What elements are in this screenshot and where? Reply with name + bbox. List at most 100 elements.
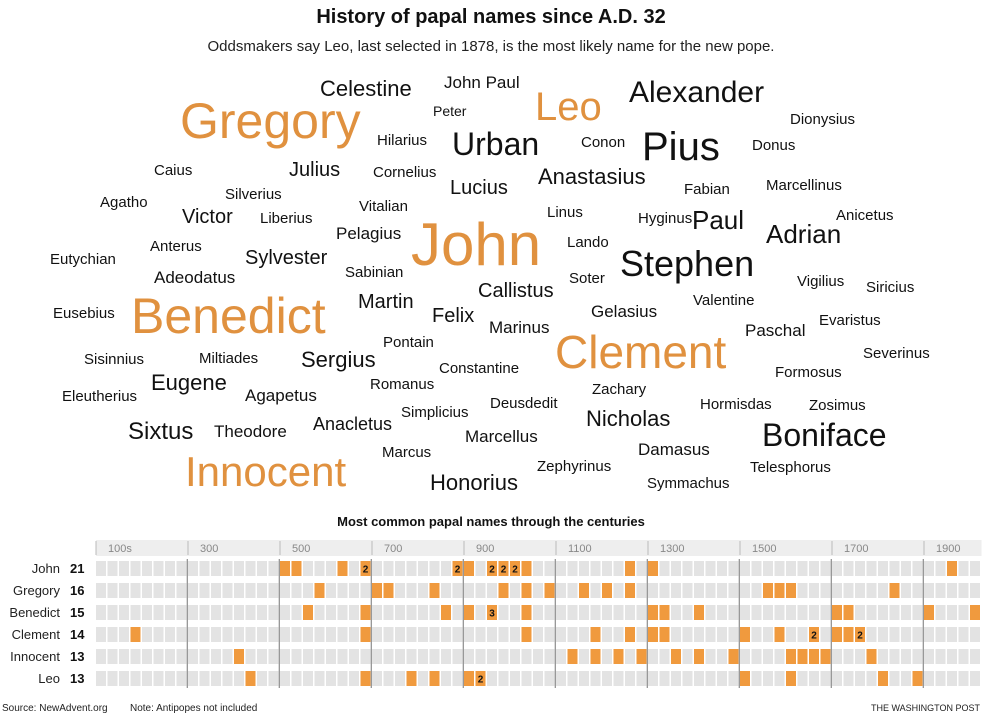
- cell: [740, 671, 750, 686]
- empty-cell: [337, 583, 348, 598]
- empty-cell: [383, 649, 394, 664]
- empty-cell: [314, 561, 325, 576]
- empty-cell: [682, 605, 693, 620]
- empty-cell: [441, 627, 451, 642]
- empty-cell: [429, 561, 440, 576]
- word: Evaristus: [819, 312, 881, 329]
- word: Caius: [154, 162, 192, 179]
- word: John: [411, 211, 541, 278]
- cell: [694, 605, 704, 620]
- empty-cell: [659, 649, 670, 664]
- empty-cell: [751, 605, 762, 620]
- row-label: Gregory: [13, 583, 60, 598]
- cell: [843, 605, 854, 620]
- cell: [636, 649, 647, 664]
- x-tick-label: 1900: [936, 543, 960, 555]
- empty-cell: [544, 649, 555, 664]
- empty-cell: [751, 627, 762, 642]
- empty-cell: [533, 605, 543, 620]
- empty-cell: [544, 627, 555, 642]
- empty-cell: [280, 649, 290, 664]
- row-total: 13: [70, 649, 84, 664]
- empty-cell: [153, 583, 164, 598]
- cell: [360, 605, 371, 620]
- word: Constantine: [439, 360, 519, 377]
- word: Gelasius: [591, 302, 657, 321]
- empty-cell: [694, 561, 704, 576]
- cell: [360, 561, 371, 576]
- empty-cell: [326, 605, 336, 620]
- empty-cell: [291, 583, 302, 598]
- word: Linus: [547, 204, 583, 221]
- empty-cell: [211, 627, 221, 642]
- empty-cell: [556, 671, 566, 686]
- empty-cell: [165, 627, 175, 642]
- empty-cell: [809, 583, 819, 598]
- word: Soter: [569, 270, 605, 287]
- empty-cell: [418, 671, 428, 686]
- empty-cell: [866, 627, 877, 642]
- word: Severinus: [863, 345, 930, 362]
- empty-cell: [774, 671, 785, 686]
- empty-cell: [211, 561, 221, 576]
- word: Benedict: [131, 288, 326, 344]
- empty-cell: [705, 605, 716, 620]
- word: Hilarius: [377, 132, 427, 149]
- empty-cell: [924, 583, 934, 598]
- empty-cell: [648, 649, 658, 664]
- empty-cell: [832, 583, 842, 598]
- empty-cell: [395, 649, 405, 664]
- empty-cell: [705, 671, 716, 686]
- cell: [464, 671, 474, 686]
- cell: [360, 627, 371, 642]
- empty-cell: [372, 649, 382, 664]
- empty-cell: [211, 671, 221, 686]
- empty-cell: [142, 605, 152, 620]
- empty-cell: [153, 649, 164, 664]
- empty-cell: [153, 605, 164, 620]
- timeline-title: Most common papal names through the cent…: [337, 514, 645, 529]
- empty-cell: [119, 627, 129, 642]
- empty-cell: [268, 649, 279, 664]
- empty-cell: [717, 583, 727, 598]
- empty-cell: [705, 627, 716, 642]
- empty-cell: [809, 561, 819, 576]
- empty-cell: [257, 605, 267, 620]
- cell: [360, 671, 371, 686]
- empty-cell: [947, 649, 957, 664]
- empty-cell: [165, 649, 175, 664]
- empty-cell: [303, 671, 313, 686]
- word: Gregory: [180, 93, 361, 149]
- empty-cell: [234, 605, 244, 620]
- cell: [648, 605, 658, 620]
- empty-cell: [751, 649, 762, 664]
- empty-cell: [671, 627, 681, 642]
- empty-cell: [222, 627, 233, 642]
- empty-cell: [763, 605, 773, 620]
- empty-cell: [130, 649, 141, 664]
- empty-cell: [372, 627, 382, 642]
- empty-cell: [958, 583, 969, 598]
- empty-cell: [659, 561, 670, 576]
- empty-cell: [728, 561, 739, 576]
- empty-cell: [199, 671, 210, 686]
- empty-cell: [349, 649, 359, 664]
- empty-cell: [383, 671, 394, 686]
- empty-cell: [533, 671, 543, 686]
- empty-cell: [855, 649, 865, 664]
- empty-cell: [429, 605, 440, 620]
- empty-cell: [889, 649, 900, 664]
- empty-cell: [602, 605, 612, 620]
- empty-cell: [395, 561, 405, 576]
- empty-cell: [579, 671, 589, 686]
- empty-cell: [475, 583, 486, 598]
- word: Sixtus: [128, 418, 193, 445]
- empty-cell: [153, 671, 164, 686]
- cell: [648, 627, 658, 642]
- empty-cell: [820, 627, 831, 642]
- empty-cell: [958, 561, 969, 576]
- empty-cell: [510, 605, 520, 620]
- word: Anastasius: [538, 164, 646, 189]
- empty-cell: [751, 561, 762, 576]
- empty-cell: [475, 561, 486, 576]
